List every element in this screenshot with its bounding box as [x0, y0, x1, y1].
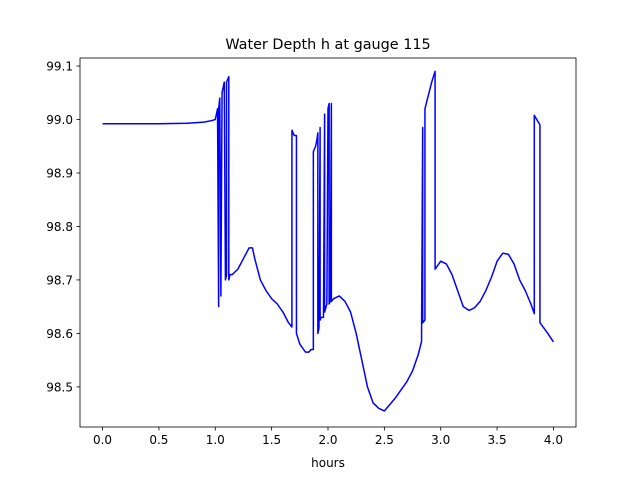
x-tick-label: 3.0	[431, 433, 450, 447]
x-tick-label: 3.5	[488, 433, 507, 447]
x-tick-label: 2.5	[375, 433, 394, 447]
plot-area	[102, 70, 555, 412]
x-tick-label: 0.5	[149, 433, 168, 447]
x-tick-label: 1.5	[262, 433, 281, 447]
chart-title: Water Depth h at gauge 115	[225, 37, 430, 53]
x-tick-label: 4.0	[544, 433, 563, 447]
y-tick-label: 98.9	[46, 166, 73, 180]
y-tick-label: 99.0	[46, 113, 73, 127]
y-tick-label: 98.6	[46, 327, 73, 341]
y-tick-label: 98.5	[46, 380, 73, 394]
x-axis: 0.0 0.5 1.0 1.5 2.0 2.5 3.0 3.5 4.0	[93, 427, 563, 447]
series-line-0	[102, 70, 555, 412]
x-tick-label: 2.0	[318, 433, 337, 447]
x-tick-label: 0.0	[93, 433, 112, 447]
axes-frame	[79, 57, 577, 428]
y-tick-label: 98.7	[46, 273, 73, 287]
x-axis-label: hours	[311, 456, 345, 470]
y-axis: 98.5 98.6 98.7 98.8 98.9 99.0 99.1	[46, 60, 80, 394]
x-tick-label: 1.0	[206, 433, 225, 447]
y-tick-label: 99.1	[46, 60, 73, 74]
y-tick-label: 98.8	[46, 220, 73, 234]
